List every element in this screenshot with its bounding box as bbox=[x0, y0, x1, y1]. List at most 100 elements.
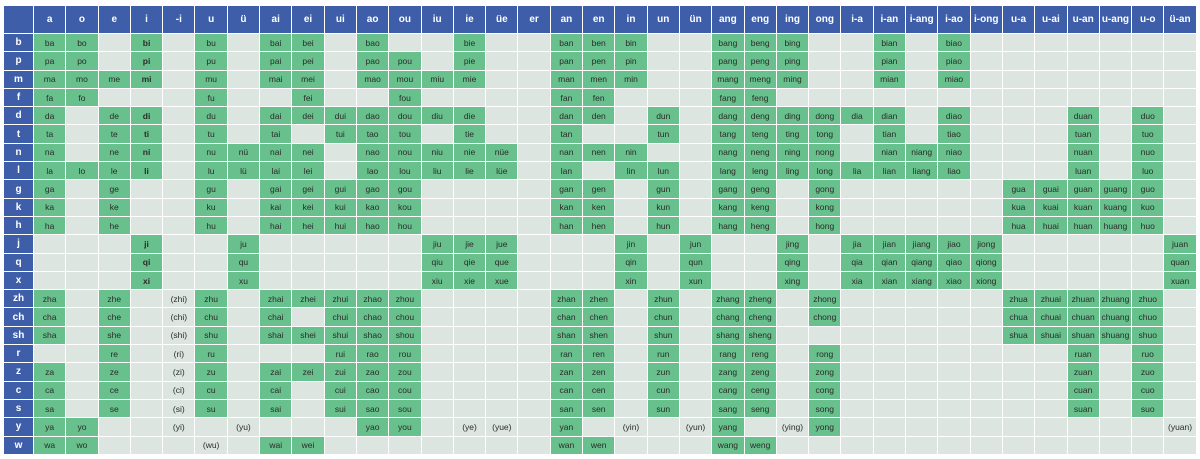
empty-cell bbox=[615, 88, 647, 107]
syllable-cell: liao bbox=[938, 162, 970, 180]
empty-cell bbox=[130, 436, 163, 454]
empty-cell bbox=[776, 290, 809, 308]
syllable-cell: shuan bbox=[1067, 326, 1099, 345]
empty-cell bbox=[1164, 399, 1196, 418]
empty-cell bbox=[679, 88, 712, 107]
syllable-cell: la bbox=[34, 162, 66, 180]
empty-cell bbox=[1035, 125, 1067, 143]
empty-cell bbox=[486, 107, 518, 125]
syllable-cell: qin bbox=[615, 253, 647, 271]
empty-cell bbox=[744, 253, 776, 271]
empty-cell bbox=[1067, 88, 1099, 107]
column-header: i-ao bbox=[938, 6, 970, 33]
syllable-cell: guo bbox=[1132, 180, 1164, 198]
empty-cell bbox=[970, 381, 1002, 399]
syllable-cell: tai bbox=[260, 125, 292, 143]
empty-cell bbox=[453, 180, 486, 198]
syllable-cell: ban bbox=[550, 34, 583, 52]
empty-cell bbox=[1067, 235, 1099, 253]
syllable-cell: chun bbox=[647, 308, 679, 326]
syllable-cell: nou bbox=[389, 143, 421, 162]
empty-cell bbox=[421, 326, 453, 345]
empty-cell bbox=[260, 418, 292, 436]
empty-cell bbox=[1099, 399, 1132, 418]
syllable-cell: pan bbox=[550, 52, 583, 70]
syllable-cell: sang bbox=[712, 399, 744, 418]
syllable-cell: hong bbox=[809, 216, 841, 235]
empty-cell bbox=[227, 216, 260, 235]
empty-cell bbox=[292, 345, 324, 363]
empty-cell bbox=[98, 34, 130, 52]
empty-cell bbox=[583, 271, 615, 290]
syllable-cell: fa bbox=[34, 88, 66, 107]
syllable-cell: jue bbox=[486, 235, 518, 253]
syllable-cell: duo bbox=[1132, 107, 1164, 125]
initial-label: d bbox=[4, 107, 33, 125]
empty-cell bbox=[841, 180, 873, 198]
empty-cell bbox=[938, 418, 970, 436]
standalone-form-cell: (zi) bbox=[163, 363, 195, 381]
empty-cell bbox=[679, 436, 712, 454]
empty-cell bbox=[163, 271, 195, 290]
empty-cell bbox=[906, 399, 938, 418]
empty-cell bbox=[1067, 52, 1099, 70]
syllable-cell: tuan bbox=[1067, 125, 1099, 143]
syllable-cell: ka bbox=[34, 198, 66, 216]
syllable-cell: ken bbox=[583, 198, 615, 216]
syllable-cell: tong bbox=[809, 125, 841, 143]
column-header: ei bbox=[292, 6, 324, 33]
syllable-cell: zhen bbox=[583, 290, 615, 308]
syllable-cell: me bbox=[98, 70, 130, 88]
syllable-cell: man bbox=[550, 70, 583, 88]
syllable-cell: sou bbox=[389, 399, 421, 418]
column-header: i-ang bbox=[906, 6, 938, 33]
empty-cell bbox=[647, 418, 679, 436]
empty-cell bbox=[679, 34, 712, 52]
syllable-cell: pen bbox=[583, 52, 615, 70]
syllable-cell: cui bbox=[324, 381, 356, 399]
empty-cell bbox=[518, 52, 550, 70]
empty-cell bbox=[841, 198, 873, 216]
syllable-cell: bing bbox=[776, 34, 809, 52]
empty-cell bbox=[1035, 235, 1067, 253]
empty-cell bbox=[809, 235, 841, 253]
syllable-cell: gang bbox=[712, 180, 744, 198]
standalone-form-cell: (zhi) bbox=[163, 290, 195, 308]
syllable-cell: hei bbox=[292, 216, 324, 235]
syllable-cell: keng bbox=[744, 198, 776, 216]
empty-cell bbox=[34, 345, 66, 363]
empty-cell bbox=[518, 363, 550, 381]
empty-cell bbox=[324, 418, 356, 436]
empty-cell bbox=[66, 381, 98, 399]
empty-cell bbox=[324, 52, 356, 70]
empty-cell bbox=[66, 326, 98, 345]
syllable-cell: xian bbox=[873, 271, 906, 290]
empty-cell bbox=[647, 52, 679, 70]
column-header: u-ai bbox=[1035, 6, 1067, 33]
empty-cell bbox=[98, 88, 130, 107]
syllable-cell: chen bbox=[583, 308, 615, 326]
empty-cell bbox=[324, 143, 356, 162]
syllable-cell: wen bbox=[583, 436, 615, 454]
empty-cell bbox=[34, 271, 66, 290]
empty-cell bbox=[518, 143, 550, 162]
empty-cell bbox=[809, 88, 841, 107]
empty-cell bbox=[518, 125, 550, 143]
syllable-cell: zha bbox=[34, 290, 66, 308]
empty-cell bbox=[486, 125, 518, 143]
syllable-cell: juan bbox=[1164, 235, 1196, 253]
syllable-cell: hen bbox=[583, 216, 615, 235]
column-header: er bbox=[518, 6, 550, 33]
empty-cell bbox=[260, 253, 292, 271]
syllable-cell: xun bbox=[679, 271, 712, 290]
syllable-cell: pin bbox=[615, 52, 647, 70]
empty-cell bbox=[776, 399, 809, 418]
empty-cell bbox=[453, 308, 486, 326]
syllable-cell: liang bbox=[906, 162, 938, 180]
empty-cell bbox=[66, 399, 98, 418]
syllable-cell: kao bbox=[356, 198, 389, 216]
empty-cell bbox=[66, 363, 98, 381]
empty-cell bbox=[970, 399, 1002, 418]
syllable-cell: tao bbox=[356, 125, 389, 143]
empty-cell bbox=[647, 235, 679, 253]
